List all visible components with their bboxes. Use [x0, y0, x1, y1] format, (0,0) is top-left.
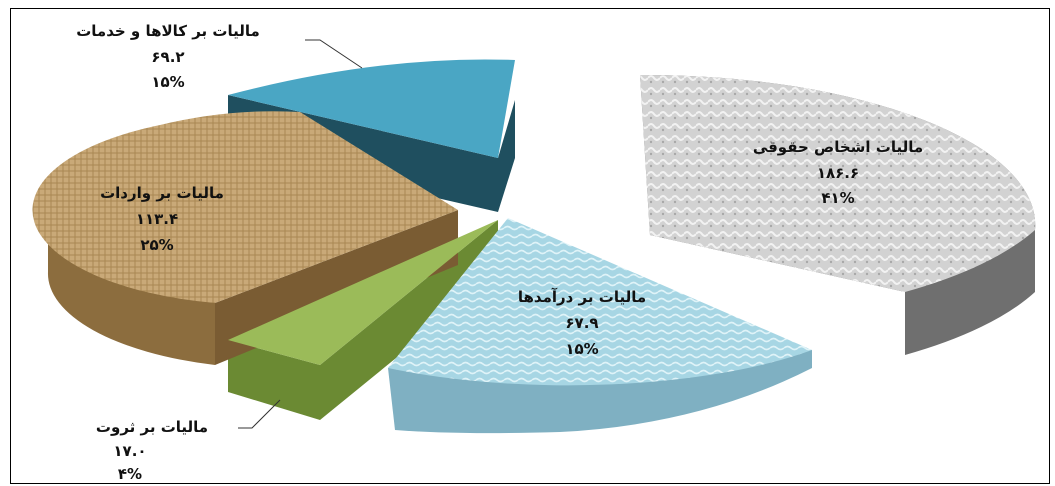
labels-wealth: مالیات بر ثروت ۱۷.۰ ۴% [96, 418, 208, 483]
slice-side-wealth [228, 220, 498, 420]
labels-imports: مالیات بر واردات ۱۱۳.۴ ۲۵% [100, 184, 224, 254]
label-value-legal-entities: ۱۸۶.۶ [817, 164, 859, 182]
labels-income: مالیات بر درآمدها ۶۷.۹ ۱۵% [518, 288, 646, 358]
label-percent-goods-services: ۱۵% [151, 73, 184, 91]
label-value-wealth: ۱۷.۰ [113, 442, 146, 460]
label-name-wealth: مالیات بر ثروت [96, 418, 208, 436]
label-name-imports: مالیات بر واردات [100, 184, 224, 202]
label-value-income: ۶۷.۹ [565, 314, 598, 332]
leader-line-goods-services [305, 39, 363, 69]
label-percent-income: ۱۵% [565, 340, 598, 358]
slice-income [388, 218, 812, 386]
label-name-income: مالیات بر درآمدها [518, 288, 646, 306]
leader-line-wealth [238, 399, 281, 429]
label-value-imports: ۱۱۳.۴ [136, 210, 178, 228]
label-value-goods-services: ۶۹.۲ [151, 48, 184, 66]
labels-legal-entities: مالیات اشخاص حقوقی ۱۸۶.۶ ۴۱% [753, 138, 923, 207]
slice-legal-entities [640, 74, 1036, 292]
slice-imports [32, 111, 459, 303]
label-percent-imports: ۲۵% [140, 236, 173, 254]
slice-tops [32, 59, 1036, 386]
labels-goods-services: مالیات بر کالاها و خدمات ۶۹.۲ ۱۵% [76, 22, 260, 91]
label-name-goods-services: مالیات بر کالاها و خدمات [76, 22, 260, 40]
label-percent-wealth: ۴% [118, 465, 142, 483]
label-percent-legal-entities: ۴۱% [821, 189, 854, 207]
slice-wealth [228, 220, 498, 365]
label-name-legal-entities: مالیات اشخاص حقوقی [753, 138, 923, 156]
slice-goods-services [228, 59, 515, 158]
